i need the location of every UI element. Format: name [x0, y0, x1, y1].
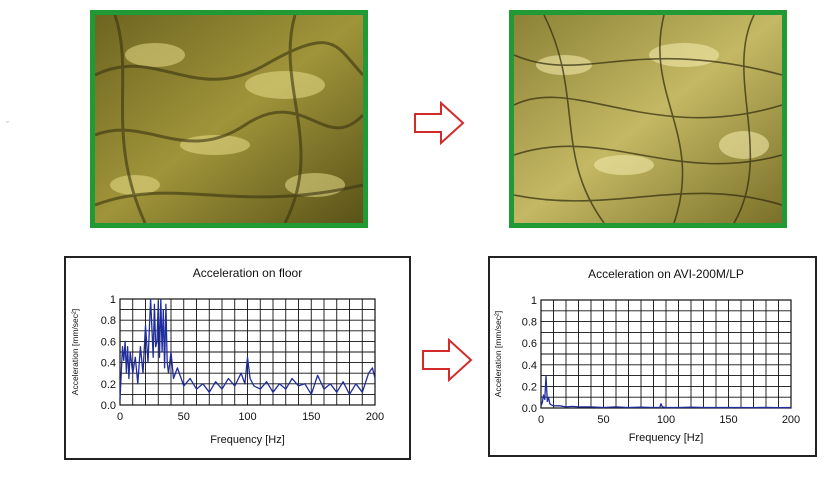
y-tick-label: 0.6 [522, 338, 537, 350]
x-tick-label: 0 [117, 411, 123, 423]
y-axis-label: Acceleration [mm/sec²] [493, 311, 503, 397]
series-line [540, 374, 792, 409]
fiber-photo-after [509, 10, 787, 228]
caret-mark-icon: ˇ [6, 120, 9, 130]
series-line [119, 298, 376, 400]
y-tick-label: 1 [110, 294, 116, 306]
y-tick-label: 1 [531, 295, 537, 307]
chart-avi-svg: Acceleration on AVI-200M/LP Acceleration… [493, 267, 800, 444]
chart-floor-svg: Acceleration on floor Acceleration [mm/s… [70, 266, 384, 446]
plot-frame [119, 298, 376, 406]
x-tick-label: 100 [657, 414, 675, 426]
y-tick-label: 0.0 [522, 403, 537, 415]
y-tick-label: 0.0 [101, 400, 116, 412]
grid-lines [541, 300, 791, 408]
x-tick-label: 150 [302, 411, 320, 423]
chart-avi: Acceleration on AVI-200M/LP Acceleration… [488, 256, 817, 457]
chart-title: Acceleration on AVI-200M/LP [588, 267, 744, 281]
y-tick-label: 0.2 [522, 381, 537, 393]
x-tick-label: 150 [719, 414, 737, 426]
y-tick-label: 0.8 [101, 315, 116, 327]
x-tick-label: 0 [538, 414, 544, 426]
right-arrow-icon [421, 337, 473, 387]
y-tick-label: 0.8 [522, 317, 537, 329]
x-tick-label: 200 [782, 414, 800, 426]
y-axis-label: Acceleration [mm/sec²] [70, 309, 80, 395]
chart-floor: Acceleration on floor Acceleration [mm/s… [64, 256, 411, 460]
x-tick-label: 50 [178, 411, 190, 423]
x-axis-label: Frequency [Hz] [629, 432, 704, 444]
x-tick-label: 100 [238, 411, 256, 423]
right-arrow-icon [413, 100, 465, 150]
x-tick-label: 50 [597, 414, 609, 426]
y-tick-label: 0.6 [101, 336, 116, 348]
fiber-photo-before [90, 10, 368, 228]
chart-title: Acceleration on floor [193, 266, 302, 280]
y-tick-label: 0.4 [522, 360, 537, 372]
y-tick-label: 0.2 [101, 379, 116, 391]
x-tick-label: 200 [366, 411, 384, 423]
x-axis-label: Frequency [Hz] [210, 434, 285, 446]
y-tick-label: 0.4 [101, 358, 116, 370]
